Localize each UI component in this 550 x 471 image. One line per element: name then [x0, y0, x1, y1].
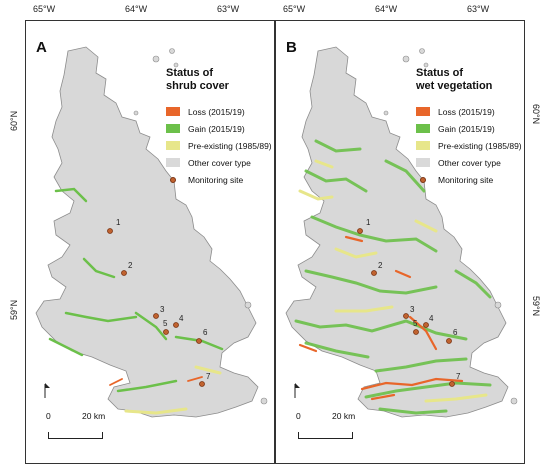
legend-item: Gain (2015/19): [166, 120, 272, 137]
shrub-loss-patches: [109, 376, 203, 386]
legend-title: Status of shrub cover: [166, 67, 229, 92]
coastal-islands: [383, 48, 518, 405]
shrub-gain-patches: [48, 187, 224, 393]
map-canvas-b: 1 2 3 4 5 6 7: [285, 46, 518, 418]
legend-item: Pre-existing (1985/89): [416, 137, 522, 154]
scale-bar-line: [48, 432, 103, 439]
longitude-label: 64°W: [375, 4, 398, 14]
monitoring-site-marker: [449, 381, 455, 387]
legend-item: Loss (2015/19): [416, 103, 522, 120]
scale-start-label: 0: [46, 411, 51, 421]
legend-swatch: [166, 141, 180, 150]
site-label: 6: [453, 328, 458, 337]
latitude-label: 59°N: [531, 296, 541, 317]
site-dot-icon: [170, 176, 176, 183]
site-label: 2: [378, 261, 383, 270]
site-label: 3: [410, 305, 415, 314]
monitoring-site-marker: [163, 329, 169, 335]
monitoring-sites: [357, 228, 455, 387]
scale-bar-line: [298, 432, 353, 439]
map-legend: Status of wet vegetation Loss (2015/19) …: [416, 67, 522, 188]
legend-item: Other cover type: [416, 154, 522, 171]
site-label: 7: [206, 372, 211, 381]
panel-letter: A: [36, 39, 47, 56]
legend-label: Monitoring site: [188, 174, 244, 185]
legend-item: Gain (2015/19): [416, 120, 522, 137]
legend-swatch: [166, 158, 180, 167]
legend-title: Status of wet vegetation: [416, 67, 493, 92]
site-label: 1: [116, 218, 121, 227]
scale-end-label: 20 km: [82, 411, 106, 421]
north-arrow-icon: [44, 383, 50, 398]
scale-start-label: 0: [296, 411, 301, 421]
monitoring-site-marker: [153, 313, 159, 319]
legend-swatch: [416, 124, 430, 133]
monitoring-site-marker: [173, 322, 179, 328]
latitude-label: 59°N: [9, 299, 19, 320]
legend-label: Other cover type: [188, 157, 251, 168]
legend-swatch: [166, 124, 180, 133]
site-label: 3: [160, 305, 165, 314]
legend-swatch: [166, 107, 180, 116]
wet-loss-patches: [298, 235, 464, 401]
monitoring-site-marker: [196, 338, 202, 344]
latitude-label: 60°N: [531, 104, 541, 125]
legend-label: Gain (2015/19): [438, 123, 495, 134]
longitude-label: 63°W: [467, 4, 490, 14]
monitoring-site-marker: [403, 313, 409, 319]
site-label: 2: [128, 261, 133, 270]
site-dot-icon: [420, 176, 426, 183]
monitoring-site-marker: [121, 270, 127, 276]
map-canvas-a: 1 2 3 4 5 6 7: [35, 46, 268, 418]
monitoring-site-marker: [446, 338, 452, 344]
north-arrow-icon: [294, 383, 300, 398]
monitoring-site-marker: [199, 381, 205, 387]
legend-label: Gain (2015/19): [188, 123, 245, 134]
legend-item: Monitoring site: [416, 171, 522, 188]
legend-label: Pre-existing (1985/89): [188, 140, 272, 151]
map-panel-b: 1 2 3 4 5 6 7 B Status of wet vegetation…: [275, 20, 525, 464]
legend-item: Other cover type: [166, 154, 272, 171]
legend-swatch: [416, 158, 430, 167]
longitude-label: 64°W: [125, 4, 148, 14]
legend-item: Loss (2015/19): [166, 103, 272, 120]
longitude-label: 65°W: [283, 4, 306, 14]
site-label: 5: [163, 319, 168, 328]
legend-swatch: [416, 141, 430, 150]
map-panel-a: 1 2 3 4 5 6 7 A Status of shrub cover Lo…: [25, 20, 275, 464]
monitoring-site-marker: [107, 228, 113, 234]
panel-letter: B: [286, 39, 297, 56]
legend-label: Loss (2015/19): [188, 106, 245, 117]
site-label: 4: [429, 314, 434, 323]
legend-label: Other cover type: [438, 157, 501, 168]
longitude-label: 65°W: [33, 4, 56, 14]
site-label: 7: [456, 372, 461, 381]
site-label: 5: [413, 319, 418, 328]
site-label: 6: [203, 328, 208, 337]
legend-label: Pre-existing (1985/89): [438, 140, 522, 151]
legend-swatch: [416, 107, 430, 116]
wet-preexisting-patches: [298, 159, 488, 403]
monitoring-site-marker: [423, 322, 429, 328]
coastal-islands: [133, 48, 268, 405]
monitoring-site-marker: [371, 270, 377, 276]
monitoring-site-marker: [413, 329, 419, 335]
site-label: 1: [366, 218, 371, 227]
shrub-preexisting-patches: [124, 365, 222, 415]
wet-gain-patches: [294, 139, 492, 415]
monitoring-site-marker: [357, 228, 363, 234]
site-label: 4: [179, 314, 184, 323]
scale-end-label: 20 km: [332, 411, 356, 421]
legend-label: Loss (2015/19): [438, 106, 495, 117]
longitude-label: 63°W: [217, 4, 240, 14]
map-legend: Status of shrub cover Loss (2015/19) Gai…: [166, 67, 272, 188]
legend-label: Monitoring site: [438, 174, 494, 185]
legend-item: Pre-existing (1985/89): [166, 137, 272, 154]
monitoring-sites: [107, 228, 205, 387]
latitude-label: 60°N: [9, 110, 19, 131]
land-mass: [35, 46, 259, 418]
legend-item: Monitoring site: [166, 171, 272, 188]
